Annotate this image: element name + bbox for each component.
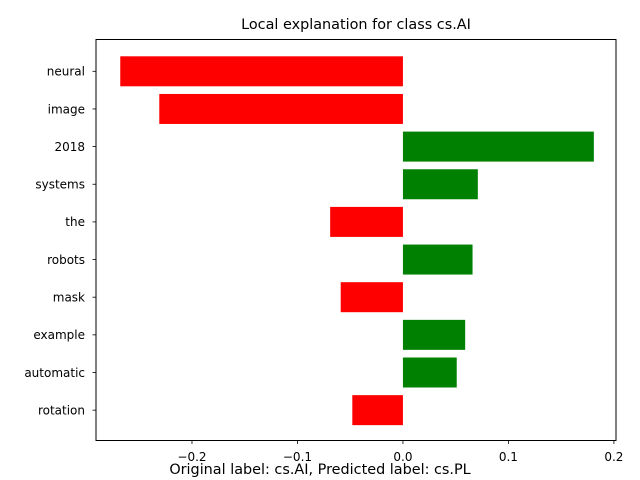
y-tick-label: rotation <box>38 403 85 417</box>
x-tick-label: 0.1 <box>499 450 518 464</box>
y-axis-ticks: neural image 2018 systems the robots mask examp… <box>24 65 96 417</box>
bar-example <box>402 319 466 350</box>
x-tick-label: −0.2 <box>177 450 206 464</box>
y-tick-label: neural <box>47 65 85 79</box>
bar-robots <box>402 244 473 275</box>
y-tick-label: 2018 <box>54 140 85 154</box>
y-tick-label: the <box>65 215 85 229</box>
bar-image <box>159 93 403 124</box>
x-axis-ticks: −0.2 −0.1 0.0 0.1 0.2 <box>177 440 623 464</box>
bar-2018 <box>402 131 594 162</box>
y-tick-label: example <box>33 328 85 342</box>
bar-neural <box>120 56 403 87</box>
x-tick-label: −0.1 <box>283 450 312 464</box>
plot-frame <box>95 39 617 441</box>
y-tick-label: automatic <box>24 366 85 380</box>
bar-systems <box>402 169 478 200</box>
chart-caption: Original label: cs.AI, Predicted label: … <box>169 462 470 478</box>
y-tick-label: image <box>48 102 85 116</box>
y-tick-label: mask <box>53 291 85 305</box>
y-tick-label: robots <box>47 253 85 267</box>
bar-the <box>330 206 403 237</box>
chart-title: Local explanation for class cs.AI <box>241 17 471 33</box>
bars-layer <box>120 56 594 426</box>
y-tick-label: systems <box>35 178 85 192</box>
bar-mask <box>340 282 403 313</box>
x-tick-label: 0.0 <box>393 450 412 464</box>
x-tick-label: 0.2 <box>604 450 623 464</box>
bar-rotation <box>352 395 403 426</box>
bar-automatic <box>402 357 457 388</box>
